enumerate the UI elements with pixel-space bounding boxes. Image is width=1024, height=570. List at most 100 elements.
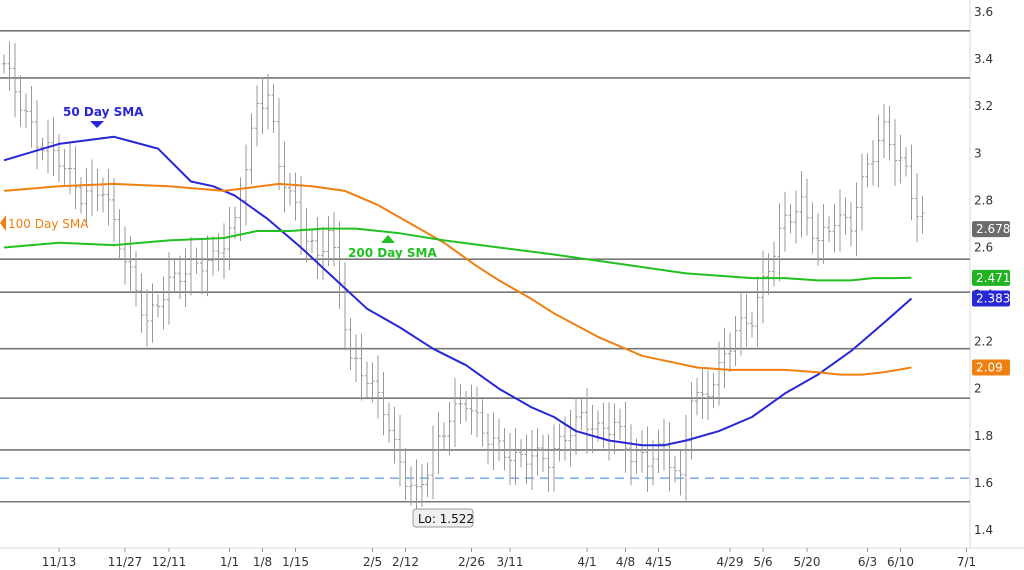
- price-bar: [777, 203, 782, 282]
- price-bar: [717, 341, 721, 406]
- y-tick-label: 3: [974, 146, 982, 160]
- price-bar: [453, 378, 457, 448]
- price-bar: [766, 253, 771, 295]
- x-axis-ticks: 11/13 11/27 12/11 1/1 1/8 1/15 2/5 2/12 2/26 3/11…: [42, 548, 976, 569]
- sma200-line: [3, 227, 912, 282]
- price-bar: [24, 93, 28, 129]
- value-badge-box: [972, 290, 1010, 307]
- y-tick-label: 1.4: [974, 523, 993, 537]
- price-bar: [689, 382, 694, 460]
- price-bar: [480, 399, 485, 447]
- price-bar: [497, 418, 501, 461]
- price-bar: [871, 139, 875, 186]
- price-bar: [288, 172, 292, 206]
- price-bar: [359, 333, 364, 401]
- price-bar: [79, 177, 83, 214]
- price-bar: [574, 397, 578, 455]
- x-tick-label: 4/29: [717, 555, 744, 569]
- price-bar: [29, 85, 34, 148]
- price-bar: [546, 434, 551, 492]
- price-bar: [161, 276, 166, 330]
- x-tick-label: 12/11: [152, 555, 187, 569]
- price-bar: [618, 408, 622, 441]
- price-bar: [788, 204, 793, 234]
- x-tick-label: 5/20: [794, 555, 821, 569]
- sma50-annotation: 50 Day SMA: [63, 105, 144, 128]
- price-bar: [117, 209, 122, 260]
- x-tick-label: 2/5: [363, 555, 382, 569]
- price-bar: [101, 177, 105, 213]
- y-tick-label: 2.8: [974, 193, 993, 207]
- price-bar: [623, 401, 628, 473]
- x-tick-label: 4/1: [577, 555, 596, 569]
- price-bar: [222, 223, 226, 279]
- price-bar: [398, 414, 402, 487]
- price-bar: [447, 401, 452, 456]
- price-bar: [838, 189, 842, 252]
- price-bar: [904, 147, 908, 177]
- price-bar: [84, 168, 89, 227]
- price-bar: [865, 153, 870, 188]
- price-bar: [810, 202, 815, 254]
- price-bar: [139, 273, 144, 333]
- value-badge-box: [972, 359, 1010, 376]
- price-bar: [172, 257, 177, 293]
- price-bar: [255, 85, 259, 147]
- price-bar: [51, 117, 56, 176]
- price-bar: [326, 216, 331, 267]
- value-badge-box: [972, 269, 1010, 286]
- price-bar: [849, 201, 853, 247]
- value-badge: 2.471: [972, 269, 1010, 286]
- sma50-line: [3, 135, 913, 447]
- price-bar: [876, 114, 881, 188]
- x-tick-label: 4/15: [645, 555, 672, 569]
- low-callout: [412, 508, 474, 528]
- price-bar: [321, 226, 325, 281]
- price-bar: [486, 413, 490, 464]
- price-bar: [678, 450, 683, 496]
- price-bar: [183, 248, 188, 308]
- price-bar: [7, 41, 12, 91]
- price-bar: [458, 383, 463, 424]
- price-bar: [805, 178, 809, 236]
- value-badge-label: 2.678: [976, 222, 1010, 236]
- price-bar: [601, 402, 606, 449]
- value-badge: 2.678: [972, 221, 1010, 238]
- price-bar: [535, 428, 540, 476]
- x-tick-label: 4/8: [616, 555, 635, 569]
- price-bar: [794, 190, 798, 244]
- price-bar: [530, 430, 534, 491]
- price-bar: [700, 367, 705, 419]
- price-bar: [277, 98, 281, 190]
- price-bar: [57, 134, 61, 183]
- price-bar: [420, 464, 424, 507]
- price-bar: [370, 362, 375, 403]
- price-bar: [73, 146, 78, 210]
- price-bar: [513, 428, 518, 485]
- sma200-label: 200 Day SMA: [348, 246, 438, 260]
- price-bar: [211, 235, 215, 276]
- price-bar: [541, 434, 545, 472]
- price-bar: [469, 384, 474, 435]
- x-tick-label: 7/1: [957, 555, 976, 569]
- low-label: Lo: 1.522: [418, 512, 474, 526]
- y-tick-label: 3.6: [974, 5, 993, 19]
- price-bar: [827, 216, 831, 243]
- price-bars: [2, 41, 925, 513]
- x-tick-label: 2/12: [392, 555, 419, 569]
- price-bar: [645, 426, 650, 493]
- price-bar: [640, 430, 644, 473]
- price-bar: [178, 255, 182, 300]
- price-bar: [475, 386, 479, 438]
- x-tick-label: 3/11: [497, 555, 524, 569]
- y-tick-label: 2.2: [974, 335, 993, 349]
- price-bar: [920, 195, 925, 234]
- sma100-label: 100 Day SMA: [8, 217, 89, 231]
- price-bar: [612, 403, 617, 454]
- sma100-annotation: 100 Day SMA: [0, 215, 89, 231]
- price-bar: [909, 144, 914, 221]
- sma100-marker-icon: [0, 215, 6, 231]
- price-bar: [200, 239, 204, 295]
- price-bar: [816, 213, 820, 266]
- low-annotation: Lo: 1.522: [412, 508, 474, 528]
